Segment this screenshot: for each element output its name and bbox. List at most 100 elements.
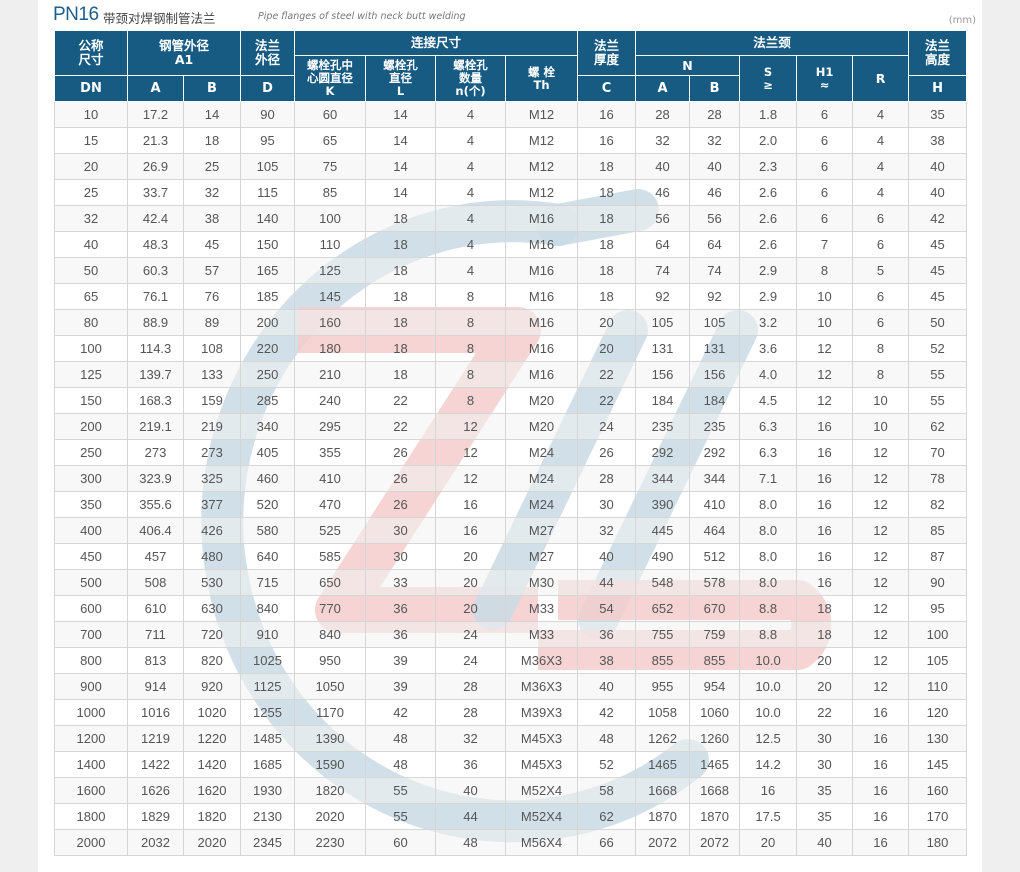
table-cell: 28 bbox=[635, 101, 691, 128]
table-cell: 16 bbox=[796, 439, 854, 466]
header-falan-waijing: 法兰 外径 bbox=[240, 30, 296, 76]
table-cell: 42.4 bbox=[127, 205, 184, 232]
table-cell: 133 bbox=[182, 361, 242, 388]
table-cell: 8.8 bbox=[739, 595, 798, 622]
header-dn: DN bbox=[54, 75, 128, 102]
table-cell: 88.9 bbox=[127, 309, 184, 336]
table-cell: M36X3 bbox=[505, 647, 579, 674]
table-cell: 160 bbox=[908, 777, 968, 804]
table-cell: 1025 bbox=[240, 647, 296, 674]
table-cell: 95 bbox=[240, 127, 296, 154]
table-cell: 8 bbox=[852, 361, 910, 388]
table-row: 1200 1219 1220 1485 1390 48 32 M45X3 48 1262 1260 1… bbox=[54, 725, 968, 752]
table-cell: 42 bbox=[908, 205, 968, 232]
table-cell: 55 bbox=[365, 777, 437, 804]
table-row: 80 88.9 89 200 160 18 8 M16 20 105 105 3.2 10 6 50 bbox=[54, 309, 968, 336]
table-cell: M27 bbox=[505, 517, 579, 544]
table-cell: 273 bbox=[182, 439, 242, 466]
table-cell: 1668 bbox=[689, 777, 741, 804]
table-cell: 60 bbox=[294, 101, 367, 128]
table-cell: 525 bbox=[294, 517, 367, 544]
table-cell: 12 bbox=[435, 413, 507, 440]
table-cell: 55 bbox=[365, 803, 437, 830]
table-cell: 3.6 bbox=[739, 335, 798, 362]
table-cell: 22 bbox=[796, 699, 854, 726]
table-cell: M52X4 bbox=[505, 803, 579, 830]
table-cell: 36 bbox=[365, 595, 437, 622]
table-cell: 344 bbox=[689, 465, 741, 492]
table-cell: 464 bbox=[689, 517, 741, 544]
table-cell: 512 bbox=[689, 543, 741, 570]
table-cell: 20 bbox=[54, 153, 128, 180]
table-cell: 42 bbox=[365, 699, 437, 726]
table-cell: 755 bbox=[635, 621, 691, 648]
table-cell: 44 bbox=[435, 803, 507, 830]
table-cell: 18 bbox=[577, 283, 637, 310]
table-cell: 15 bbox=[54, 127, 128, 154]
table-cell: 92 bbox=[635, 283, 691, 310]
table-cell: 26 bbox=[365, 491, 437, 518]
table-cell: 12 bbox=[852, 517, 910, 544]
table-cell: 32 bbox=[435, 725, 507, 752]
table-cell: 16 bbox=[852, 751, 910, 778]
table-cell: 1200 bbox=[54, 725, 128, 752]
table-cell: M20 bbox=[505, 387, 579, 414]
table-cell: M36X3 bbox=[505, 673, 579, 700]
table-cell: 28 bbox=[577, 465, 637, 492]
table-cell: 87 bbox=[908, 543, 968, 570]
table-cell: 580 bbox=[240, 517, 296, 544]
table-cell: 4 bbox=[435, 153, 507, 180]
table-cell: 910 bbox=[240, 621, 296, 648]
table-cell: 1668 bbox=[635, 777, 691, 804]
table-row: 900 914 920 1125 1050 39 28 M36X3 40 955 954 10.0 20… bbox=[54, 673, 968, 700]
table-cell: 150 bbox=[54, 387, 128, 414]
table-cell: 24 bbox=[577, 413, 637, 440]
table-row: 25 33.7 32 115 85 14 4 M12 18 46 46 2.6 6 4 40 bbox=[54, 179, 968, 206]
table-cell: 2020 bbox=[294, 803, 367, 830]
table-cell: 1420 bbox=[182, 751, 242, 778]
table-cell: 954 bbox=[689, 673, 741, 700]
table-cell: 40 bbox=[635, 153, 691, 180]
table-cell: 470 bbox=[294, 491, 367, 518]
header-a1-a: A bbox=[127, 75, 184, 102]
table-cell: 410 bbox=[294, 465, 367, 492]
header-lianjie: 连接尺寸 bbox=[294, 30, 579, 56]
table-cell: 48 bbox=[577, 725, 637, 752]
table-cell: 30 bbox=[365, 517, 437, 544]
table-cell: 5 bbox=[852, 257, 910, 284]
table-cell: 640 bbox=[240, 543, 296, 570]
table-cell: 1016 bbox=[127, 699, 184, 726]
table-cell: 45 bbox=[908, 257, 968, 284]
header-houdu: 法兰 厚度 bbox=[577, 30, 637, 76]
table-cell: 715 bbox=[240, 569, 296, 596]
header-d: D bbox=[240, 75, 296, 102]
table-row: 100 114.3 108 220 180 18 8 M16 20 131 131 3.6 12 8 52 bbox=[54, 335, 968, 362]
table-cell: 1400 bbox=[54, 751, 128, 778]
table-cell: 30 bbox=[577, 491, 637, 518]
table-cell: 2032 bbox=[127, 829, 184, 856]
table-cell: 406.4 bbox=[127, 517, 184, 544]
table-cell: M24 bbox=[505, 491, 579, 518]
table-cell: M33 bbox=[505, 595, 579, 622]
table-cell: 48 bbox=[365, 751, 437, 778]
table-cell: 1930 bbox=[240, 777, 296, 804]
header-l: 螺栓孔 直径 L bbox=[365, 55, 437, 102]
table-cell: 40 bbox=[908, 179, 968, 206]
table-cell: 130 bbox=[908, 725, 968, 752]
header-a1-b: B bbox=[182, 75, 242, 102]
table-cell: M16 bbox=[505, 335, 579, 362]
table-cell: 100 bbox=[908, 621, 968, 648]
table-cell: 18 bbox=[365, 335, 437, 362]
table-cell: 1600 bbox=[54, 777, 128, 804]
table-cell: 955 bbox=[635, 673, 691, 700]
table-cell: 90 bbox=[908, 569, 968, 596]
table-cell: 48 bbox=[365, 725, 437, 752]
table-cell: 1485 bbox=[240, 725, 296, 752]
table-cell: 76 bbox=[182, 283, 242, 310]
table-cell: 2.6 bbox=[739, 231, 798, 258]
table-cell: 44 bbox=[577, 569, 637, 596]
table-cell: 1820 bbox=[294, 777, 367, 804]
table-cell: 711 bbox=[127, 621, 184, 648]
table-row: 32 42.4 38 140 100 18 4 M16 18 56 56 2.6 6 6 42 bbox=[54, 205, 968, 232]
table-cell: 16 bbox=[796, 465, 854, 492]
